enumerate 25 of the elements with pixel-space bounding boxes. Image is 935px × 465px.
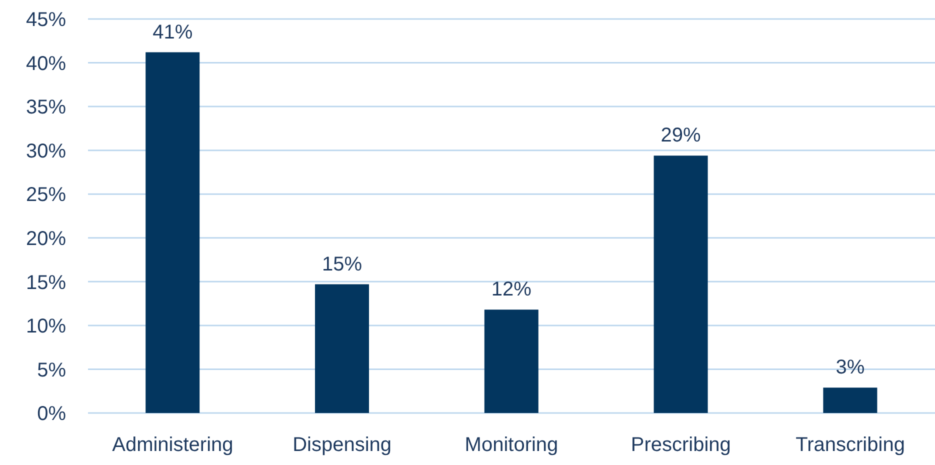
- data-label: 29%: [660, 124, 702, 147]
- y-tick-label: 25%: [26, 184, 66, 206]
- bar: [823, 388, 878, 413]
- x-tick-label: Transcribing: [796, 434, 905, 456]
- bar: [654, 156, 708, 413]
- x-tick-label: Administering: [112, 434, 234, 456]
- y-tick-label: 0%: [37, 403, 66, 426]
- data-label: 15%: [322, 253, 362, 276]
- x-tick-label: Monitoring: [464, 434, 558, 456]
- y-tick-label: 20%: [26, 228, 66, 250]
- x-tick-label: Dispensing: [292, 434, 392, 456]
- bar: [484, 310, 538, 413]
- y-tick-label: 15%: [26, 272, 66, 294]
- y-tick-label: 10%: [26, 316, 66, 338]
- y-tick-label: 45%: [26, 9, 66, 32]
- data-label: 12%: [491, 278, 532, 301]
- x-tick-label: Prescribing: [630, 434, 731, 456]
- y-tick-label: 35%: [26, 96, 66, 119]
- y-tick-label: 30%: [26, 140, 66, 162]
- y-tick-label: 40%: [26, 52, 66, 75]
- y-tick-label: 5%: [37, 359, 66, 382]
- data-label: 41%: [152, 21, 193, 44]
- data-label: 3%: [836, 356, 865, 379]
- bar: [314, 284, 369, 413]
- bar: [146, 52, 200, 413]
